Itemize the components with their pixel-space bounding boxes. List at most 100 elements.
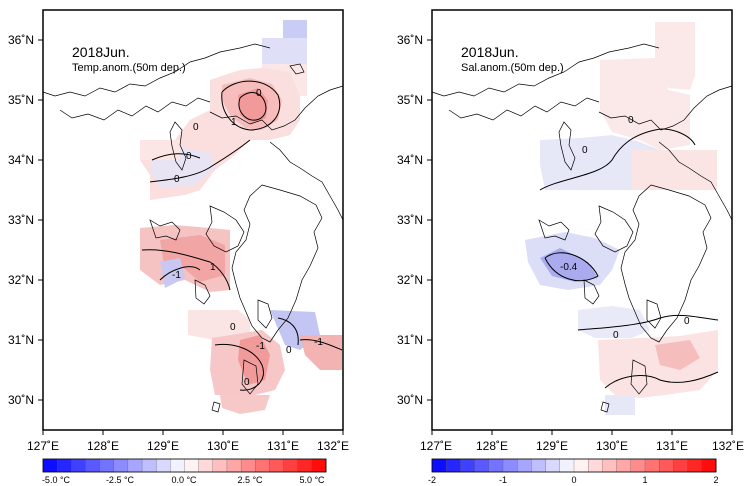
colorbar-label: -2.5 °C — [106, 475, 135, 485]
colorbar-segment — [198, 458, 214, 473]
colorbar-segment — [226, 458, 242, 473]
colorbar-segment — [113, 458, 129, 473]
contour-label: 0 — [230, 322, 236, 333]
colorbar-segment — [616, 458, 632, 473]
lat-label: 36˚N — [397, 33, 423, 47]
colorbar-label: 5.0 °C — [299, 475, 325, 485]
colorbar-label: -2 — [428, 475, 436, 485]
lon-label: 127˚E — [420, 439, 452, 453]
colorbar-frame — [431, 458, 717, 473]
lat-tick-labels: 36˚N 35˚N 34˚N 33˚N 32˚N 31˚N 30˚N — [8, 33, 34, 407]
colorbar-segment — [297, 458, 313, 473]
lon-label: 131˚E — [267, 439, 299, 453]
contour-label: 0 — [244, 377, 250, 388]
colorbar-segment — [71, 458, 86, 473]
contour-label: -1 — [314, 337, 323, 348]
temperature-contours — [141, 80, 343, 391]
colorbar-segment — [446, 458, 461, 473]
lat-label: 31˚N — [8, 333, 34, 347]
colorbar-salinity — [431, 458, 717, 473]
contour-labels: 0 0 -0.4 0 0 — [560, 115, 690, 341]
map-subtitle: Temp.anom.(50m dep.) — [72, 62, 186, 74]
contour-label: -1 — [172, 270, 181, 281]
lat-label: 33˚N — [397, 213, 423, 227]
colorbar-segment — [531, 458, 547, 473]
lon-label: 127˚E — [27, 439, 59, 453]
contour-label: 1 — [231, 117, 237, 128]
colorbar-segment — [559, 458, 575, 473]
colorbar-segment — [141, 458, 157, 473]
contour-label: -1 — [256, 341, 265, 352]
lon-label: 130˚E — [596, 439, 628, 453]
colorbar-segment — [602, 458, 618, 473]
map-panel-temperature: 2018Jun. Temp.anom.(50m dep.) 1 0 0 0 -1… — [8, 9, 349, 485]
lon-label: 132˚E — [712, 439, 744, 453]
lat-label: 35˚N — [8, 93, 34, 107]
map-subtitle: Sal.anom.(50m dep.) — [461, 62, 564, 74]
contour-labels: 1 0 0 0 -1 1 0 -1 0 0 -1 0 — [172, 88, 323, 388]
colorbar-segment — [673, 458, 689, 473]
map-title: 2018Jun. — [461, 44, 519, 60]
lon-label: 129˚E — [536, 439, 568, 453]
colorbar-label: 0 — [571, 475, 576, 485]
colorbar-segment — [573, 458, 589, 473]
map-panel-salinity: 2018Jun. Sal.anom.(50m dep.) 0 0 -0.4 0 … — [397, 9, 744, 485]
lat-label: 33˚N — [8, 213, 34, 227]
lon-label: 129˚E — [147, 439, 179, 453]
lon-label: 128˚E — [87, 439, 119, 453]
colorbar-label: -5.0 °C — [42, 475, 71, 485]
colorbar-segment — [588, 458, 603, 473]
lon-tick-labels: 127˚E 128˚E 129˚E 130˚E 131˚E 132˚E — [27, 439, 349, 453]
colorbar-segment — [156, 458, 171, 473]
colorbar-segment — [269, 458, 284, 473]
colorbar-segment — [517, 458, 532, 473]
colorbar-segment — [311, 458, 327, 473]
colorbar-segment — [170, 458, 185, 473]
lon-label: 131˚E — [656, 439, 688, 453]
colorbar-segment — [545, 458, 561, 473]
lon-label: 130˚E — [207, 439, 239, 453]
colorbar-segment — [184, 458, 200, 473]
colorbar-segment — [687, 458, 703, 473]
colorbar-label: 1 — [642, 475, 647, 485]
map-ticks — [427, 39, 733, 435]
colorbar-segment — [85, 458, 101, 473]
contour-label: -0.4 — [560, 262, 578, 273]
colorbar-frame — [42, 458, 327, 473]
colorbar-salinity-labels: -2 -1 0 1 2 — [428, 475, 719, 485]
lat-label: 34˚N — [8, 153, 34, 167]
colorbar-label: 2 — [713, 475, 718, 485]
lat-tick-labels: 36˚N 35˚N 34˚N 33˚N 32˚N 31˚N 30˚N — [397, 33, 423, 407]
colorbar-segment — [255, 458, 270, 473]
colorbar-label: -1 — [499, 475, 507, 485]
coastline — [431, 43, 733, 413]
map-ticks — [38, 39, 344, 435]
colorbar-label: 2.5 °C — [237, 475, 263, 485]
colorbar-segment — [212, 458, 228, 473]
colorbar-segment — [42, 458, 58, 473]
lat-label: 32˚N — [8, 273, 34, 287]
colorbar-segment — [630, 458, 646, 473]
coastline — [42, 43, 344, 413]
lon-label: 128˚E — [476, 439, 508, 453]
map-title: 2018Jun. — [72, 44, 130, 60]
lat-label: 34˚N — [397, 153, 423, 167]
contour-label: 0 — [186, 151, 192, 162]
colorbar-segment — [460, 458, 476, 473]
lat-label: 30˚N — [397, 393, 423, 407]
colorbar-label: 0.0 °C — [171, 475, 197, 485]
colorbar-segment — [502, 458, 518, 473]
lat-label: 36˚N — [8, 33, 34, 47]
contour-label: 0 — [256, 88, 262, 99]
contour-label: 0 — [582, 145, 588, 156]
colorbar-segment — [283, 458, 299, 473]
colorbar-segment — [431, 458, 447, 473]
colorbar-temperature-labels: -5.0 °C -2.5 °C 0.0 °C 2.5 °C 5.0 °C — [42, 475, 325, 485]
colorbar-segment — [57, 458, 72, 473]
temperature-anomaly-field — [140, 20, 342, 414]
salinity-contours — [539, 128, 719, 389]
colorbar-segment — [659, 458, 674, 473]
colorbar-segment — [240, 458, 256, 473]
lat-label: 32˚N — [397, 273, 423, 287]
